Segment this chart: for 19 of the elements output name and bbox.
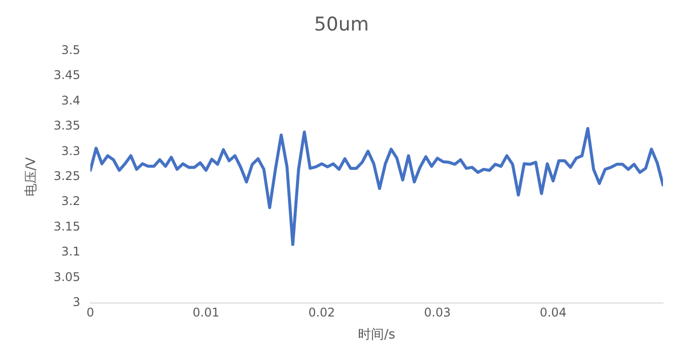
- x-tick-label: 0: [86, 305, 94, 320]
- y-tick-label: 3.25: [54, 169, 80, 184]
- y-tick-label: 3.15: [54, 219, 80, 234]
- x-axis-title: 时间/s: [358, 328, 396, 343]
- y-tick-label: 3.35: [54, 118, 80, 133]
- x-tick-label: 0.03: [424, 305, 451, 320]
- chart-title: 50um: [314, 13, 369, 36]
- y-tick-label: 3.4: [61, 93, 80, 108]
- x-tick-label: 0.01: [192, 305, 220, 320]
- y-tick-label: 3.1: [61, 244, 80, 259]
- y-tick-label: 3.2: [61, 194, 80, 208]
- x-tick-label: 0.04: [540, 305, 566, 320]
- y-tick-label: 3.45: [54, 68, 80, 82]
- y-tick-label: 3.5: [61, 42, 80, 57]
- y-axis-title: 电压/V: [24, 157, 40, 197]
- x-tick-label: 0.02: [308, 305, 336, 320]
- y-tick-label: 3: [72, 295, 80, 310]
- y-tick-label: 3.05: [54, 270, 80, 284]
- y-tick-label: 3.3: [61, 144, 80, 158]
